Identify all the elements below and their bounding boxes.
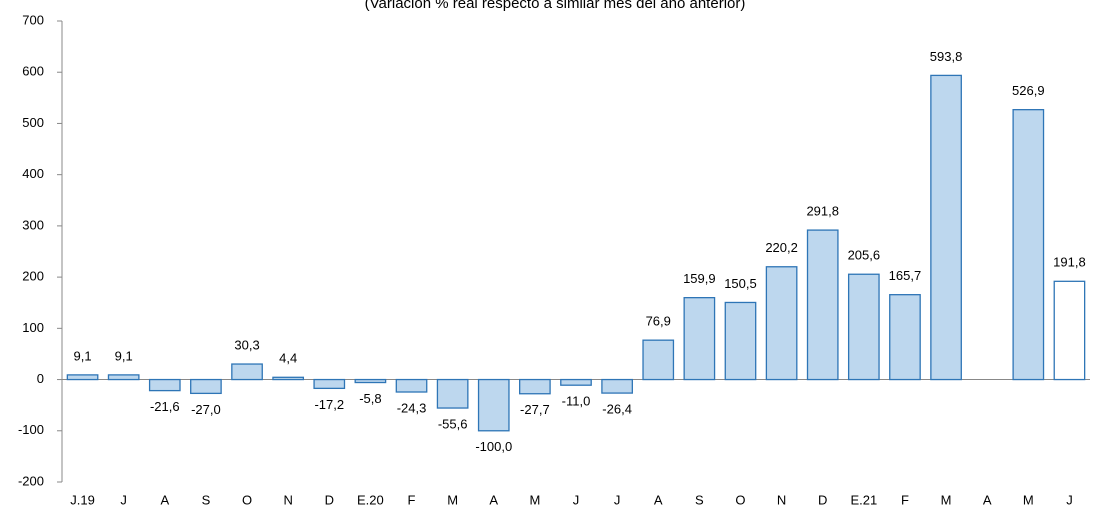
bar <box>354 378 387 384</box>
value-label: 593,8 <box>930 49 963 64</box>
value-label: -11,0 <box>562 394 591 409</box>
x-tick-label: D <box>818 492 827 507</box>
x-tick-label: A <box>160 492 169 507</box>
x-tick-label: N <box>777 492 786 507</box>
bar <box>519 378 551 395</box>
x-tick-label: S <box>695 492 704 507</box>
chart-subtitle: (Variación % real respecto a similar mes… <box>365 0 746 12</box>
bar <box>560 378 592 386</box>
bar <box>806 229 839 381</box>
x-tick-label: J.19 <box>70 492 95 507</box>
y-tick-label: 200 <box>22 269 44 284</box>
bar <box>765 266 798 381</box>
x-tick-label: D <box>325 492 334 507</box>
x-tick-label: M <box>941 492 952 507</box>
value-label: -27,7 <box>520 402 550 417</box>
y-tick-label: -200 <box>18 473 44 488</box>
x-tick-label: F <box>408 492 416 507</box>
value-label: 150,5 <box>724 276 757 291</box>
value-label: 4,4 <box>279 351 297 366</box>
bar <box>148 378 181 392</box>
value-label: 9,1 <box>74 348 92 363</box>
value-label: 165,7 <box>889 268 922 283</box>
value-label: -27,0 <box>191 402 221 417</box>
bar <box>642 339 675 381</box>
bar <box>477 378 510 432</box>
bar <box>313 378 346 390</box>
y-tick-label: 500 <box>22 115 44 130</box>
x-tick-label: F <box>901 492 909 507</box>
bar <box>724 301 757 381</box>
x-tick-label: S <box>202 492 211 507</box>
value-label: 526,9 <box>1012 83 1045 98</box>
bar <box>272 376 305 381</box>
value-label: -17,2 <box>314 397 344 412</box>
y-tick-label: 300 <box>22 217 44 232</box>
value-label: 205,6 <box>848 248 881 263</box>
x-tick-label: A <box>654 492 663 507</box>
bar <box>930 74 962 381</box>
x-tick-label: E.21 <box>850 492 877 507</box>
y-tick-label: 0 <box>37 371 44 386</box>
x-tick-label: J <box>573 492 580 507</box>
x-tick-label: M <box>529 492 540 507</box>
bar <box>436 378 469 409</box>
x-tick-label: M <box>447 492 458 507</box>
x-tick-label: J <box>120 492 127 507</box>
x-tick-label: O <box>735 492 745 507</box>
value-label: -24,3 <box>397 400 427 415</box>
value-label: -5,8 <box>359 391 381 406</box>
bar <box>1053 280 1086 381</box>
value-label: -55,6 <box>438 416 468 431</box>
x-tick-label: M <box>1023 492 1034 507</box>
x-tick-label: N <box>283 492 292 507</box>
bar <box>1012 109 1045 381</box>
value-label: 76,9 <box>646 314 671 329</box>
value-label: 291,8 <box>806 204 839 219</box>
y-tick-label: 700 <box>22 12 44 27</box>
bar <box>847 273 880 381</box>
bar <box>683 297 716 381</box>
bar <box>231 363 263 381</box>
value-label: 30,3 <box>234 337 259 352</box>
y-tick-label: 600 <box>22 64 44 79</box>
value-label: 220,2 <box>765 240 798 255</box>
bar <box>395 378 428 393</box>
x-tick-label: O <box>242 492 252 507</box>
x-tick-label: J <box>1066 492 1073 507</box>
y-tick-label: 100 <box>22 320 44 335</box>
bar <box>66 374 99 381</box>
x-tick-label: A <box>489 492 498 507</box>
x-tick-label: J <box>614 492 621 507</box>
y-tick-label: 400 <box>22 166 44 181</box>
value-label: 9,1 <box>115 348 133 363</box>
value-label: 159,9 <box>683 271 716 286</box>
value-label: -100,0 <box>475 439 512 454</box>
x-tick-label: E.20 <box>357 492 384 507</box>
bar <box>601 378 633 394</box>
x-tick-label: A <box>983 492 992 507</box>
bar <box>107 374 140 381</box>
value-label: -21,6 <box>150 399 180 414</box>
value-label: -26,4 <box>602 402 632 417</box>
y-tick-label: -100 <box>18 422 44 437</box>
value-label: 191,8 <box>1053 255 1086 270</box>
bar <box>889 294 921 381</box>
bar <box>190 378 222 395</box>
